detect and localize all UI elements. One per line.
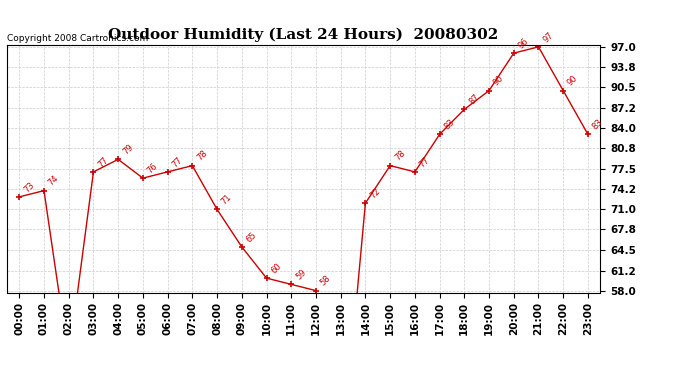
Text: 59: 59 bbox=[294, 268, 308, 282]
Text: 60: 60 bbox=[269, 261, 283, 275]
Text: 78: 78 bbox=[195, 149, 209, 163]
Text: 97: 97 bbox=[541, 30, 555, 44]
Text: 71: 71 bbox=[220, 193, 234, 207]
Text: 79: 79 bbox=[121, 143, 135, 157]
Text: 83: 83 bbox=[442, 118, 456, 132]
Text: 77: 77 bbox=[170, 155, 184, 169]
Text: 72: 72 bbox=[368, 186, 382, 200]
Text: 90: 90 bbox=[492, 74, 506, 88]
Text: 83: 83 bbox=[591, 118, 604, 132]
Text: 96: 96 bbox=[517, 36, 531, 50]
Text: 77: 77 bbox=[96, 155, 110, 169]
Text: 76: 76 bbox=[146, 161, 159, 176]
Text: 90: 90 bbox=[566, 74, 580, 88]
Text: 77: 77 bbox=[417, 155, 432, 169]
Text: 47: 47 bbox=[0, 374, 1, 375]
Text: 58: 58 bbox=[319, 274, 333, 288]
Text: 78: 78 bbox=[393, 149, 407, 163]
Text: 29: 29 bbox=[0, 374, 1, 375]
Title: Outdoor Humidity (Last 24 Hours)  20080302: Outdoor Humidity (Last 24 Hours) 2008030… bbox=[108, 28, 499, 42]
Text: 74: 74 bbox=[47, 174, 61, 188]
Text: 87: 87 bbox=[467, 93, 481, 106]
Text: 73: 73 bbox=[22, 180, 36, 194]
Text: 65: 65 bbox=[244, 230, 259, 244]
Text: Copyright 2008 Cartronics.com: Copyright 2008 Cartronics.com bbox=[7, 33, 148, 42]
